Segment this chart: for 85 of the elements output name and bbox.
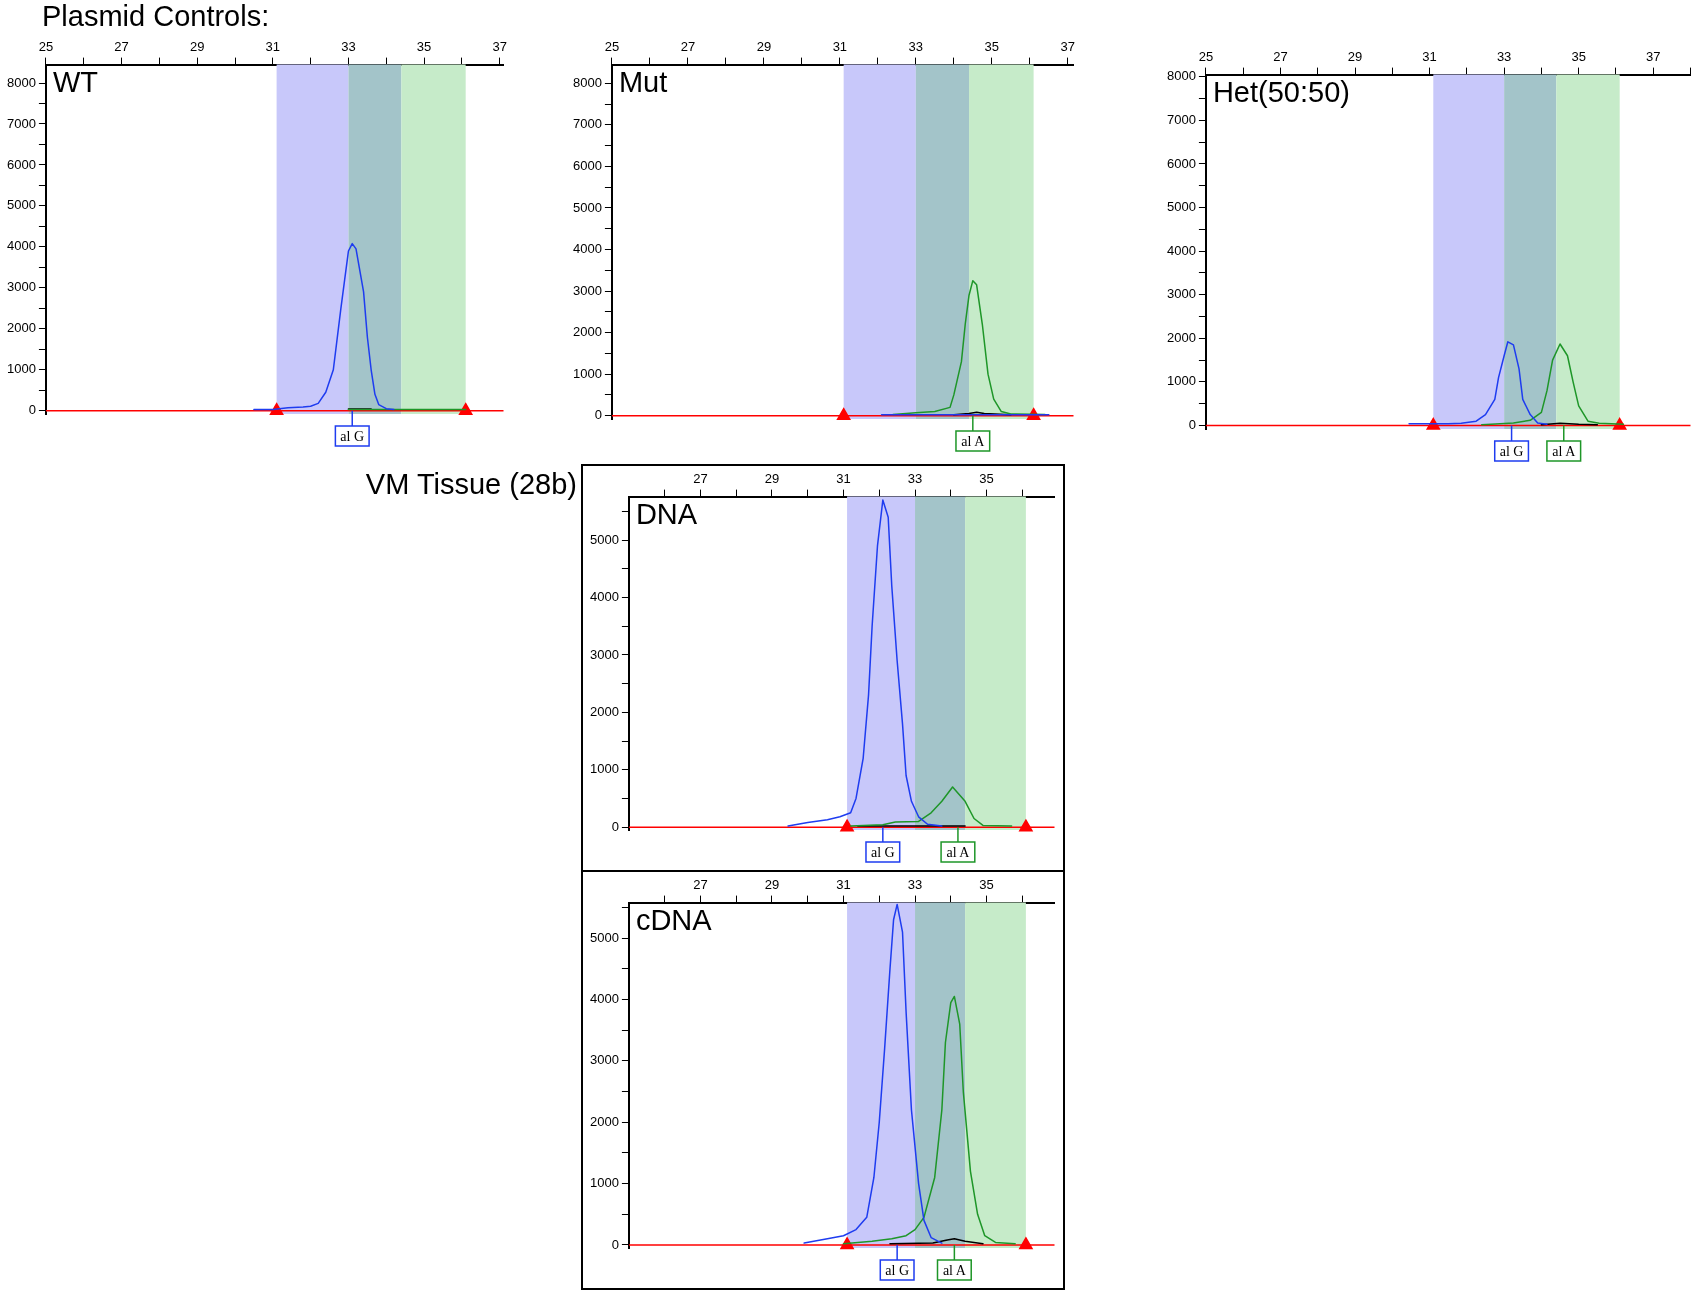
y-tick-label: 6000	[1167, 155, 1196, 171]
annotation: al A	[946, 844, 971, 860]
y-tick-label: 1000	[590, 761, 619, 777]
x-tick-label: 29	[764, 877, 780, 893]
y-tick-label: 8000	[573, 74, 602, 90]
y-tick-label: 0	[594, 407, 602, 423]
x-tick-label: 35	[416, 39, 432, 55]
y-tick-label: 5000	[590, 929, 619, 945]
annotation: al A	[942, 1262, 967, 1278]
x-tick-label: 29	[1347, 49, 1363, 65]
y-tick-label: 3000	[7, 279, 36, 295]
x-tick-label: 33	[907, 877, 923, 893]
x-tick-label: 27	[680, 39, 696, 55]
text: VM Tissue (28b)	[365, 468, 577, 501]
x-tick-label: 29	[764, 471, 780, 487]
y-tick-label: 5000	[7, 197, 36, 213]
x-tick-label: 33	[1496, 49, 1512, 65]
y-tick-label: 7000	[1167, 111, 1196, 127]
x-tick-label: 37	[1060, 39, 1076, 55]
annotation: al G	[340, 428, 365, 444]
y-tick-label: 6000	[573, 157, 602, 173]
y-tick-label: 4000	[7, 238, 36, 254]
x-tick-label: 27	[114, 39, 129, 55]
y-tick-label: 0	[1188, 417, 1196, 433]
x-tick-label: 35	[979, 471, 994, 487]
y-tick-label: 2000	[7, 320, 36, 336]
y-tick-label: 4000	[573, 241, 602, 257]
y-tick-label: 5000	[573, 199, 602, 215]
x-tick-label: 27	[693, 471, 708, 487]
chart-title: cDNA	[635, 904, 713, 937]
y-tick-label: 0	[28, 402, 36, 418]
x-tick-label: 31	[265, 39, 281, 55]
y-tick-label: 0	[611, 1236, 619, 1252]
y-tick-label: 3000	[1167, 286, 1196, 302]
text: Plasmid Controls:	[42, 0, 270, 33]
y-tick-label: 4000	[590, 991, 619, 1007]
y-tick-label: 7000	[573, 116, 602, 132]
x-tick-label: 35	[979, 877, 994, 893]
y-tick-label: 0	[611, 818, 619, 834]
x-tick-label: 35	[1571, 49, 1586, 65]
x-tick-label: 25	[38, 39, 54, 55]
annotation: al G	[870, 844, 895, 860]
x-tick-label: 33	[907, 471, 923, 487]
y-tick-label: 3000	[573, 282, 602, 298]
y-tick-label: 5000	[1167, 199, 1196, 215]
y-tick-label: 2000	[590, 703, 619, 719]
y-tick-label: 6000	[7, 156, 36, 172]
chart-title: Mut	[618, 66, 668, 99]
x-tick-label: 35	[984, 39, 1000, 55]
annotation: al A	[1552, 443, 1577, 459]
y-tick-label: 7000	[7, 115, 36, 131]
annotation: al G	[1499, 443, 1524, 459]
x-tick-label: 29	[189, 39, 205, 55]
chart-title: DNA	[635, 498, 698, 531]
y-tick-label: 8000	[7, 74, 36, 90]
x-tick-label: 25	[604, 39, 620, 55]
x-tick-label: 25	[1198, 49, 1214, 65]
y-tick-label: 5000	[590, 531, 619, 547]
x-tick-label: 33	[908, 39, 924, 55]
x-tick-label: 33	[341, 39, 356, 55]
x-tick-label: 31	[1422, 49, 1437, 65]
x-tick-label: 37	[1645, 49, 1661, 65]
y-tick-label: 2000	[1167, 329, 1196, 345]
chart-title: WT	[52, 66, 99, 99]
y-tick-label: 1000	[7, 361, 36, 377]
y-tick-label: 4000	[1167, 242, 1196, 258]
y-tick-label: 3000	[590, 646, 619, 662]
y-tick-label: 8000	[1167, 68, 1196, 84]
x-tick-label: 27	[693, 877, 708, 893]
annotation: al G	[885, 1262, 909, 1278]
x-tick-label: 31	[836, 471, 851, 487]
y-tick-label: 2000	[573, 324, 602, 340]
chart-title: Het(50:50)	[1212, 76, 1350, 109]
x-tick-label: 29	[756, 39, 772, 55]
y-tick-label: 1000	[573, 365, 602, 381]
x-tick-label: 31	[836, 877, 851, 893]
y-tick-label: 4000	[590, 589, 619, 605]
x-tick-label: 37	[492, 39, 507, 55]
y-tick-label: 1000	[590, 1175, 619, 1191]
annotation: al A	[961, 433, 986, 449]
y-tick-label: 2000	[590, 1113, 619, 1129]
x-tick-label: 27	[1273, 49, 1288, 65]
x-tick-label: 31	[832, 39, 848, 55]
y-tick-label: 3000	[590, 1052, 619, 1068]
y-tick-label: 1000	[1167, 373, 1196, 389]
